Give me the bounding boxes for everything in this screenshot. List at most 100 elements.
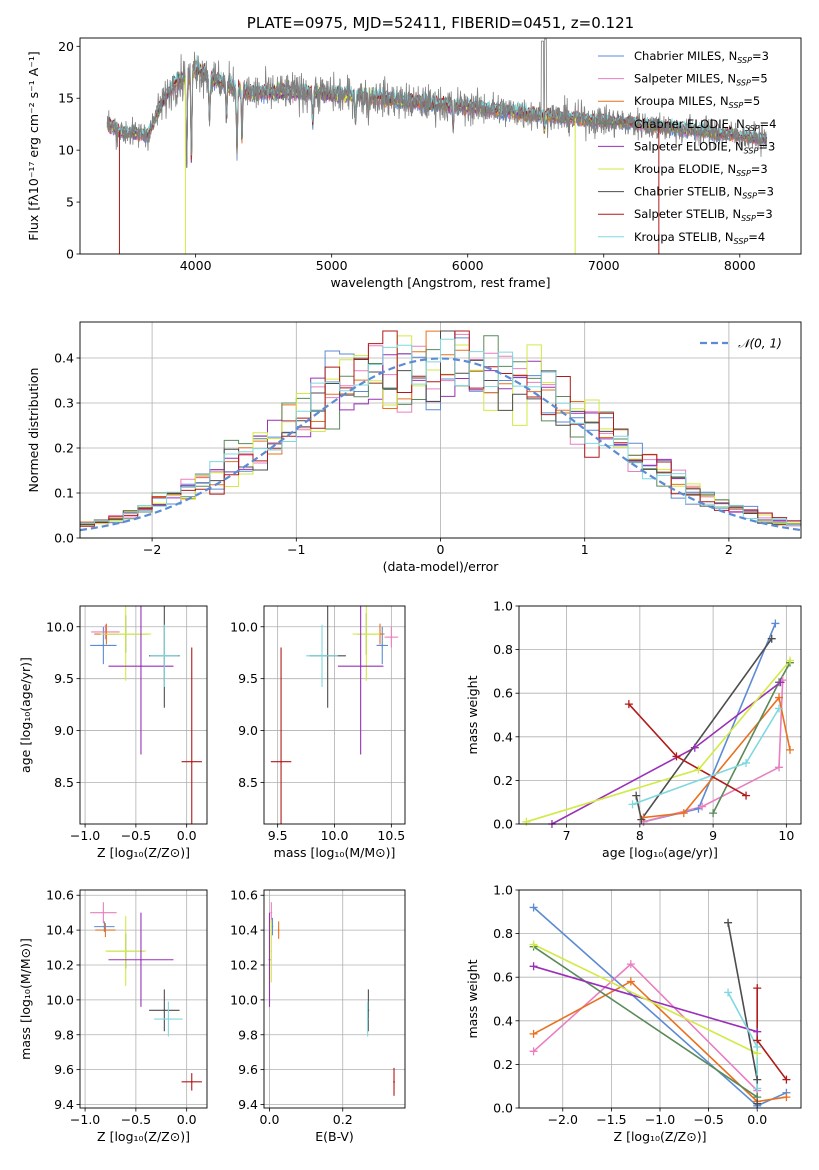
marker-kroupa_elodie [529,940,538,949]
legend-label-sub: SSP [742,192,757,201]
y-tick-label: 0.2 [493,1057,513,1072]
y-tick-label: 0.8 [493,926,513,941]
x-tick-label: 10.5 [377,828,405,843]
legend-label-suffix: =4 [748,230,765,244]
y-tick-label: 0.6 [493,686,513,701]
panel-residuals: −2 −1 0 1 2 0.0 0.1 0.2 0.3 0.4 (data-model)/error… [26,321,802,574]
y-axis-label: mass weight [465,959,480,1038]
series-line-chabrier_elodie [533,946,758,1098]
point-kroupa_elodie [124,633,127,635]
panel-weight_vs_Z: −2.0 −1.5 −1.0 −0.5 0.0 0.0 0.2 0.4 0.6 0.8 1.0 Z [… [465,883,802,1144]
axes-frame [79,605,208,825]
point-salpeter_miles [102,911,105,914]
y-tick-label: 10.0 [230,992,258,1007]
x-tick-label: 8 [636,828,644,843]
point-kroupa_miles [277,929,280,932]
marker-chabrier_elodie [709,809,718,818]
point-kroupa_elodie [124,950,127,952]
legend-label-sub: SSP [741,214,756,223]
chart-title: PLATE=0975, MJD=52411, FIBERID=0451, z=0… [247,14,634,32]
panel-mass_vs_Z: −1.0 −0.5 0.0 9.4 9.6 9.8 10.0 10.2 10.4 10.6 Z [l… [18,888,208,1144]
x-tick-label: 7000 [588,258,620,273]
y-tick-label: 9.0 [238,723,258,738]
legend-label: Kroupa ELODIE, NSSP=3 [634,162,768,178]
point-salpeter_elodie [140,665,142,668]
y-tick-label: 0.6 [493,970,513,985]
legend-label-text: Chabrier ELODIE, N [634,117,745,131]
plot-area [526,623,791,824]
point-salpeter_stelib [393,1080,395,1083]
y-tick-label: 10.0 [230,619,258,634]
marker-kroupa_miles [626,977,635,986]
x-tick-label: 5000 [316,258,348,273]
y-axis-label: Flux [fλ10⁻¹⁷ erg cm⁻² s⁻¹ A⁻¹] [26,51,41,240]
legend-label-text: Chabrier MILES, N [634,49,737,63]
point-salpeter_stelib [190,760,193,763]
normal-curve [80,357,801,532]
point-kroupa_stelib [366,1018,369,1020]
marker-chabrier_stelib [724,918,733,927]
y-tick-label: 9.6 [54,1062,74,1077]
legend-label: Kroupa STELIB, NSSP=4 [634,230,765,246]
plot-area [268,902,395,1096]
marker-salpeter_miles [698,802,707,811]
axes-frame [79,889,208,1109]
marker-kroupa_miles [775,693,784,702]
legend-label: Chabrier MILES, NSSP=3 [634,49,769,65]
marker-chabrier_stelib [637,815,646,824]
legend-label-suffix: =5 [743,94,760,108]
y-tick-label: 0.4 [54,351,74,366]
series-line-kroupa_stelib [727,992,758,1089]
series-line-salpeter_stelib [756,988,788,1081]
axes-frame [79,321,802,539]
marker-kroupa_elodie [694,765,703,774]
point-chabrier_miles [103,925,106,928]
x-axis-label: age [log₁₀(age/yr)] [602,845,718,860]
point-salpeter_stelib [280,760,282,763]
marker-chabrier_stelib [632,791,641,800]
y-tick-label: 10 [58,143,74,158]
marker-salpeter_stelib [782,1075,791,1084]
x-axis-label: Z [log₁₀(Z/Z⊙)] [97,1129,190,1144]
plot-area [90,606,202,824]
y-tick-label: 0.8 [493,642,513,657]
y-tick-label: 9.8 [238,1027,258,1042]
legend-label: 𝒩(0, 1) [738,337,782,351]
marker-kroupa_stelib [753,1084,762,1093]
legend-label-text: Kroupa ELODIE, N [634,162,736,176]
y-tick-label: 8.5 [238,775,258,790]
x-tick-label: 4000 [180,258,212,273]
legend-label: Chabrier ELODIE, NSSP=4 [634,117,776,133]
y-tick-label: 9.4 [238,1097,258,1112]
legend-label-suffix: =3 [758,139,775,153]
point-chabrier_stelib [163,1009,166,1012]
y-tick-label: 10.6 [46,888,74,903]
y-tick-label: 15 [58,91,74,106]
x-tick-label: −0.5 [693,1112,723,1127]
y-tick-label: 20 [58,39,74,54]
y-tick-label: 0.2 [493,773,513,788]
legend-label-text: Salpeter STELIB, N [634,207,741,221]
y-tick-label: 0.4 [493,729,513,744]
point-salpeter_elodie [140,958,142,961]
series-line-salpeter_miles [533,962,758,1092]
x-tick-label: −1.0 [70,1112,100,1127]
legend-label-suffix: =4 [760,117,777,131]
y-tick-label: 0 [66,247,74,262]
marker-salpeter_stelib [624,700,633,709]
x-tick-label: 10.0 [321,828,349,843]
y-tick-label: 10.0 [46,992,74,1007]
point-kroupa_stelib [321,654,323,657]
legend-label-sub: SSP [734,237,749,246]
panel-age_vs_Z: −1.0 −0.5 0.0 8.5 9.0 9.5 10.0 Z [log₁₀(Z/Z⊙)] a… [18,605,208,860]
marker-kroupa_miles [679,809,688,818]
panel-age_vs_mass: 9.5 10.0 10.5 8.5 9.0 9.5 10.0 mass [log₁₀(M/M⊙… [230,605,406,860]
y-tick-label: 10.0 [46,619,74,634]
marker-salpeter_stelib [672,752,681,761]
legend-label: Salpeter STELIB, NSSP=3 [634,207,773,223]
y-axis-label: Normed distribution [26,368,41,493]
y-tick-label: 0.2 [54,441,74,456]
x-tick-label: −1.5 [596,1112,626,1127]
